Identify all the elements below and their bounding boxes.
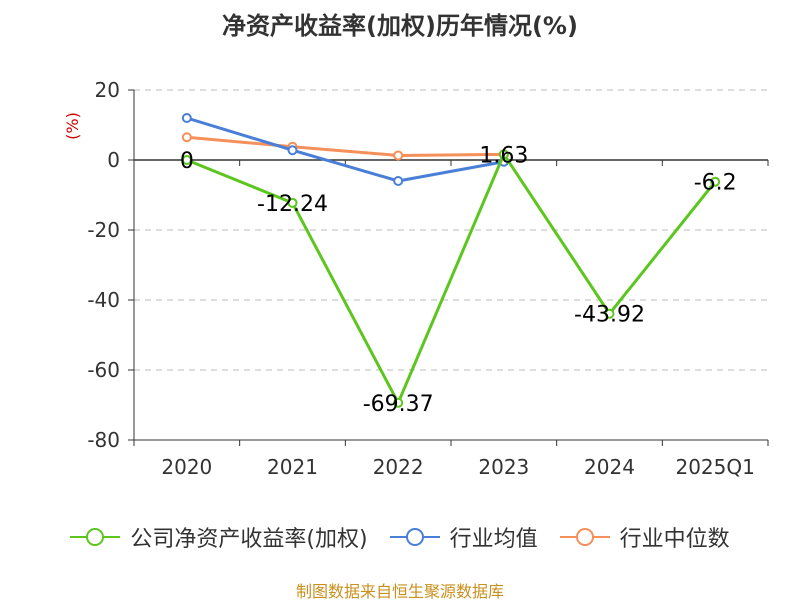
data-point	[710, 176, 721, 187]
x-tick-label: 2023	[478, 455, 529, 479]
legend-swatch-icon	[559, 528, 610, 546]
data-label: -69.37	[363, 392, 434, 417]
data-point	[604, 308, 615, 319]
legend: 公司净资产收益率(加权) 行业均值 行业中位数	[0, 519, 800, 555]
data-point	[393, 397, 404, 408]
legend-swatch-circle	[86, 528, 105, 546]
data-point	[498, 149, 509, 160]
legend-swatch-circle	[575, 528, 594, 546]
data-label: 0	[180, 149, 194, 174]
chart-title: 净资产收益率(加权)历年情况(%)	[222, 12, 578, 40]
legend-swatch-icon	[70, 528, 121, 546]
series-line-2	[186, 135, 504, 157]
legend-item[interactable]: 行业均值	[389, 521, 538, 553]
y-tick-label: -20	[87, 218, 120, 242]
data-point	[393, 150, 404, 161]
y-tick-label: 20	[95, 78, 120, 102]
data-label: 1.63	[479, 143, 528, 168]
y-tick-label: -80	[87, 428, 120, 452]
legend-item[interactable]: 公司净资产收益率(加权)	[70, 521, 368, 553]
x-tick-label: 2025Q1	[675, 455, 754, 479]
y-tick-label: -60	[87, 358, 120, 382]
data-point	[181, 113, 192, 123]
x-tick-label: 2022	[373, 455, 424, 479]
legend-swatch-circle	[405, 528, 424, 546]
axes: 20 0 -20 -40 -60 -80 2020 2021 2022 2023 2024 2025Q…	[63, 78, 769, 479]
data-label: -6.2	[694, 171, 737, 196]
series-lines	[181, 113, 721, 408]
data-point	[287, 145, 298, 156]
y-tick-label: -40	[87, 288, 120, 312]
y-axis-unit-label: (%)	[63, 112, 82, 140]
x-tick-label: 2024	[584, 455, 635, 479]
data-labels: 0 -12.24 -69.37 1.63 -43.92 -6.2	[180, 143, 737, 417]
source-note: 制图数据来自恒生聚源数据库	[295, 582, 504, 601]
legend-swatch-icon	[389, 528, 440, 546]
data-point	[287, 197, 298, 208]
legend-label: 行业中位数	[619, 527, 730, 552]
data-label: -43.92	[574, 303, 645, 328]
data-point	[181, 132, 192, 143]
x-tick-label: 2021	[267, 455, 318, 479]
series-line-1	[186, 116, 505, 183]
data-point	[181, 155, 192, 165]
data-label: -12.24	[257, 192, 328, 217]
legend-label: 行业均值	[449, 527, 538, 552]
y-tick-label: 0	[107, 148, 120, 172]
legend-label: 公司净资产收益率(加权)	[130, 527, 368, 552]
series-line-0	[186, 152, 717, 405]
data-point	[393, 176, 404, 186]
x-tick-label: 2020	[161, 455, 212, 479]
legend-item[interactable]: 行业中位数	[559, 521, 730, 553]
